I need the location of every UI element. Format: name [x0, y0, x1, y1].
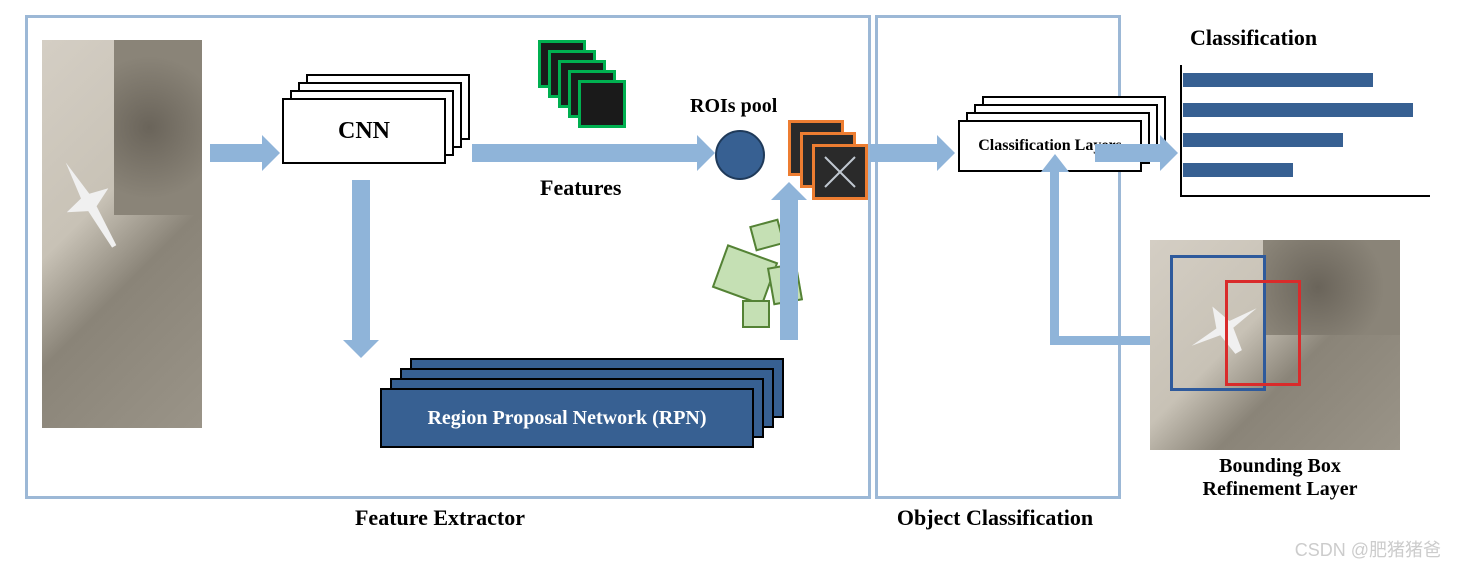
bar-3	[1183, 163, 1293, 177]
features-label: Features	[540, 175, 621, 201]
arrow-cnn-to-roi	[472, 144, 697, 162]
arrow-input-to-cnn	[210, 144, 262, 162]
bar-0	[1183, 73, 1373, 87]
arrow-tiles-to-cls	[870, 144, 937, 162]
feature-extractor-label: Feature Extractor	[300, 505, 580, 531]
rois-pool-label: ROIs pool	[690, 95, 777, 118]
input-image	[42, 40, 202, 428]
roi-pool-node	[715, 130, 765, 180]
bbox-title: Bounding Box Refinement Layer	[1165, 455, 1395, 501]
bar-1	[1183, 103, 1413, 117]
watermark: CSDN @肥猪猪爸	[1295, 536, 1441, 562]
bbox-red	[1225, 280, 1301, 386]
arrow-cls-to-bars	[1095, 144, 1160, 162]
rpn-box: Region Proposal Network (RPN)	[380, 388, 754, 448]
object-classification-label: Object Classification	[870, 505, 1120, 531]
bbox-output-image	[1150, 240, 1400, 450]
rpn-label: Region Proposal Network (RPN)	[427, 407, 706, 430]
bar-2	[1183, 133, 1343, 147]
cnn-box: CNN	[282, 98, 446, 164]
cnn-label: CNN	[338, 118, 390, 145]
arrow-cnn-to-rpn	[352, 180, 370, 340]
arrow-rpn-to-roi	[780, 200, 798, 340]
arrow-cls-to-bbox	[1050, 172, 1154, 345]
classification-title: Classification	[1190, 25, 1317, 51]
